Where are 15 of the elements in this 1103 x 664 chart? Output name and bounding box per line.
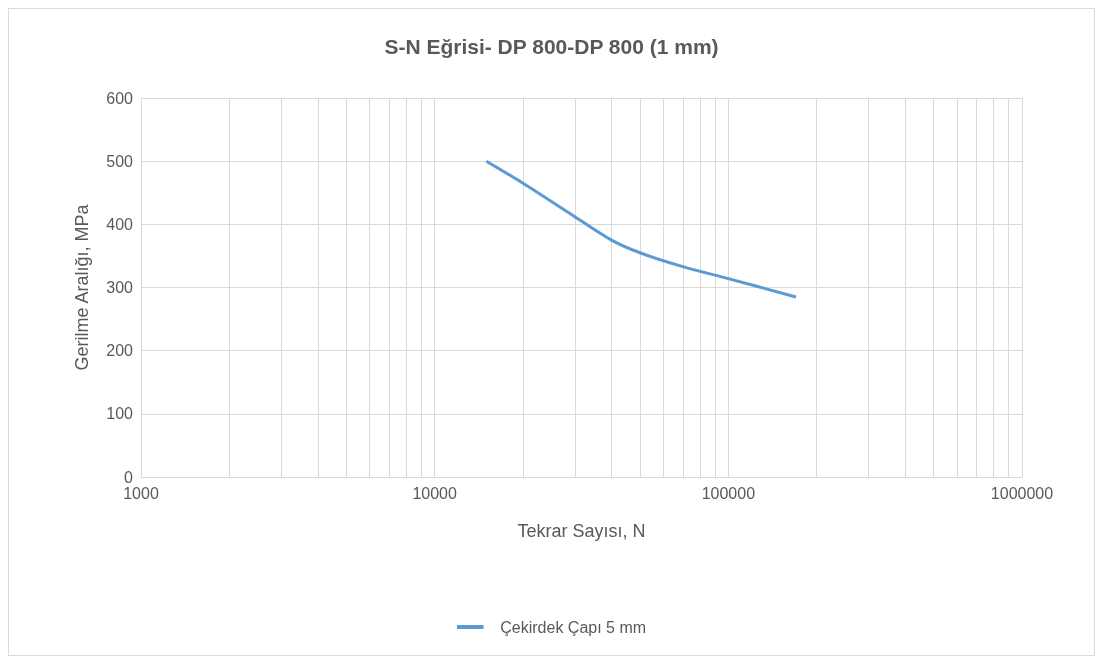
y-tick-label: 400 bbox=[106, 215, 134, 233]
legend-label: Çekirdek Çapı 5 mm bbox=[500, 618, 647, 636]
x-axis-title: Tekrar Sayısı, N bbox=[517, 521, 646, 541]
y-tick-label: 0 bbox=[124, 468, 134, 486]
chart-title: S-N Eğrisi- DP 800-DP 800 (1 mm) bbox=[384, 35, 719, 58]
x-tick-label: 1000 bbox=[123, 484, 159, 502]
x-tick-label: 1000000 bbox=[990, 484, 1054, 502]
y-axis-title: Gerilme Aralığı, MPa bbox=[72, 203, 92, 371]
y-tick-label: 100 bbox=[106, 405, 134, 423]
y-tick-label: 200 bbox=[106, 342, 134, 360]
y-tick-label: 600 bbox=[106, 89, 134, 107]
x-tick-label: 10000 bbox=[412, 484, 458, 502]
y-tick-label: 500 bbox=[106, 152, 134, 170]
y-tick-label: 300 bbox=[106, 279, 134, 296]
x-tick-label: 100000 bbox=[701, 484, 756, 502]
